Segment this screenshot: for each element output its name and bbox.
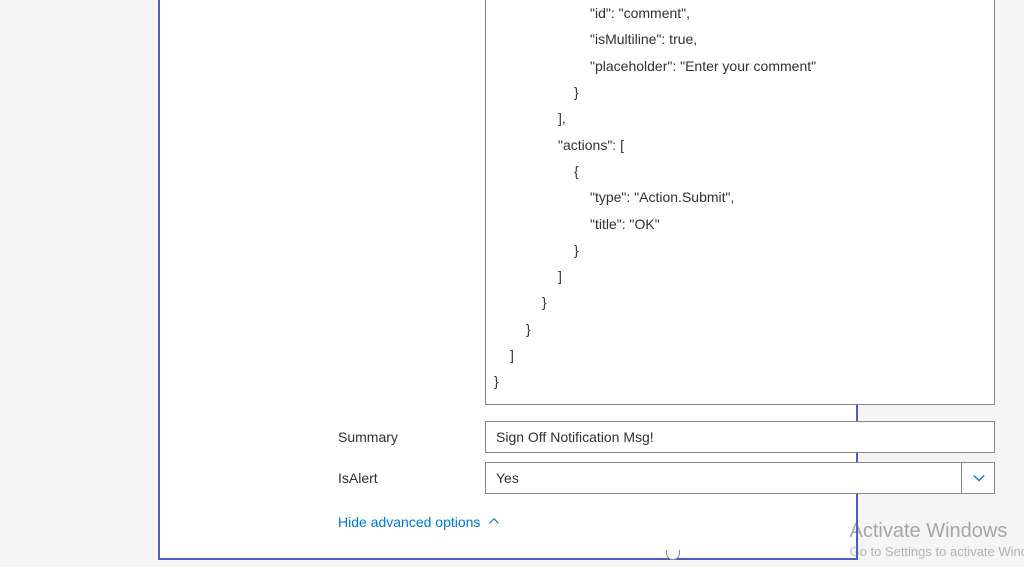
code-line: "actions": [ (486, 132, 994, 158)
code-line: ], (486, 105, 994, 131)
isalert-select[interactable]: Yes (485, 462, 995, 494)
code-line: { (486, 158, 994, 184)
code-line: } (486, 368, 994, 394)
code-line: "title": "OK" (486, 211, 994, 237)
flow-action-panel: "id": "comment","isMultiline": true,"pla… (158, 0, 858, 560)
isalert-select-value[interactable]: Yes (485, 462, 995, 494)
hide-advanced-options-link[interactable]: Hide advanced options (338, 514, 500, 530)
summary-input[interactable] (485, 421, 995, 453)
json-code-area[interactable]: "id": "comment","isMultiline": true,"pla… (485, 0, 995, 405)
chevron-up-icon (488, 514, 500, 530)
windows-activation-watermark: Activate Windows Go to Settings to activ… (850, 518, 1024, 561)
code-line: "id": "comment", (486, 0, 994, 26)
code-line: } (486, 289, 994, 315)
watermark-title: Activate Windows (850, 518, 1024, 544)
code-line: "isMultiline": true, (486, 26, 994, 52)
flow-connector-stub (666, 550, 680, 560)
code-line: "type": "Action.Submit", (486, 184, 994, 210)
code-line: } (486, 316, 994, 342)
watermark-sub: Go to Settings to activate Wind (850, 544, 1024, 561)
code-line: } (486, 79, 994, 105)
code-line: ] (486, 342, 994, 368)
isalert-label: IsAlert (338, 470, 485, 486)
code-line: "placeholder": "Enter your comment" (486, 53, 994, 79)
advanced-link-label: Hide advanced options (338, 514, 480, 530)
isalert-field-row: IsAlert Yes (338, 462, 995, 494)
code-line: } (486, 237, 994, 263)
summary-field-row: Summary (338, 421, 995, 453)
summary-label: Summary (338, 429, 485, 445)
code-line: ] (486, 263, 994, 289)
